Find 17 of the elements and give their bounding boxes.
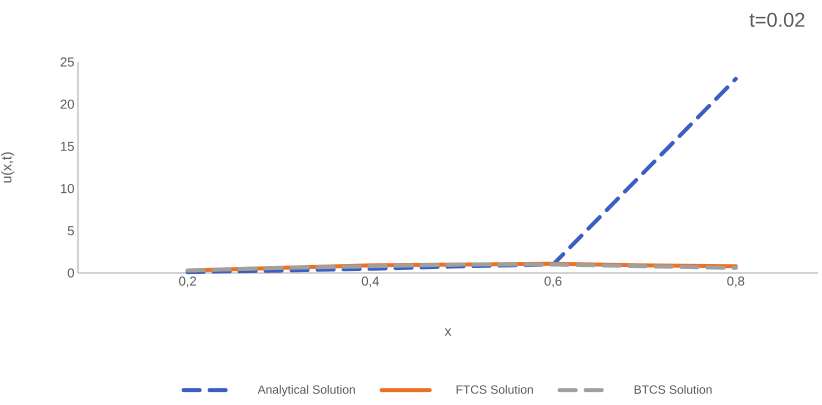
- x-tick-label: 0,8: [727, 276, 744, 288]
- y-tick-label: 5: [68, 226, 74, 236]
- line-series: [186, 76, 738, 274]
- x-tick-label: 0,2: [179, 276, 196, 288]
- legend-label: Analytical Solution: [258, 385, 355, 396]
- x-tick-label: 0,4: [362, 276, 380, 288]
- y-tick-label: 15: [60, 142, 74, 151]
- chart-title: t=0.02: [750, 12, 804, 27]
- y-tick-label: 10: [60, 184, 74, 194]
- legend-label: BTCS Solution: [634, 385, 712, 394]
- y-tick-label: 20: [60, 100, 74, 109]
- y-tick-label: 25: [60, 57, 74, 67]
- x-axis-title: x: [444, 328, 452, 336]
- legend-label: FTCS Solution: [456, 385, 533, 394]
- y-tick-label: 0: [68, 268, 74, 278]
- y-axis-title: u(x,t): [1, 152, 14, 183]
- x-tick-label: 0,6: [544, 276, 562, 288]
